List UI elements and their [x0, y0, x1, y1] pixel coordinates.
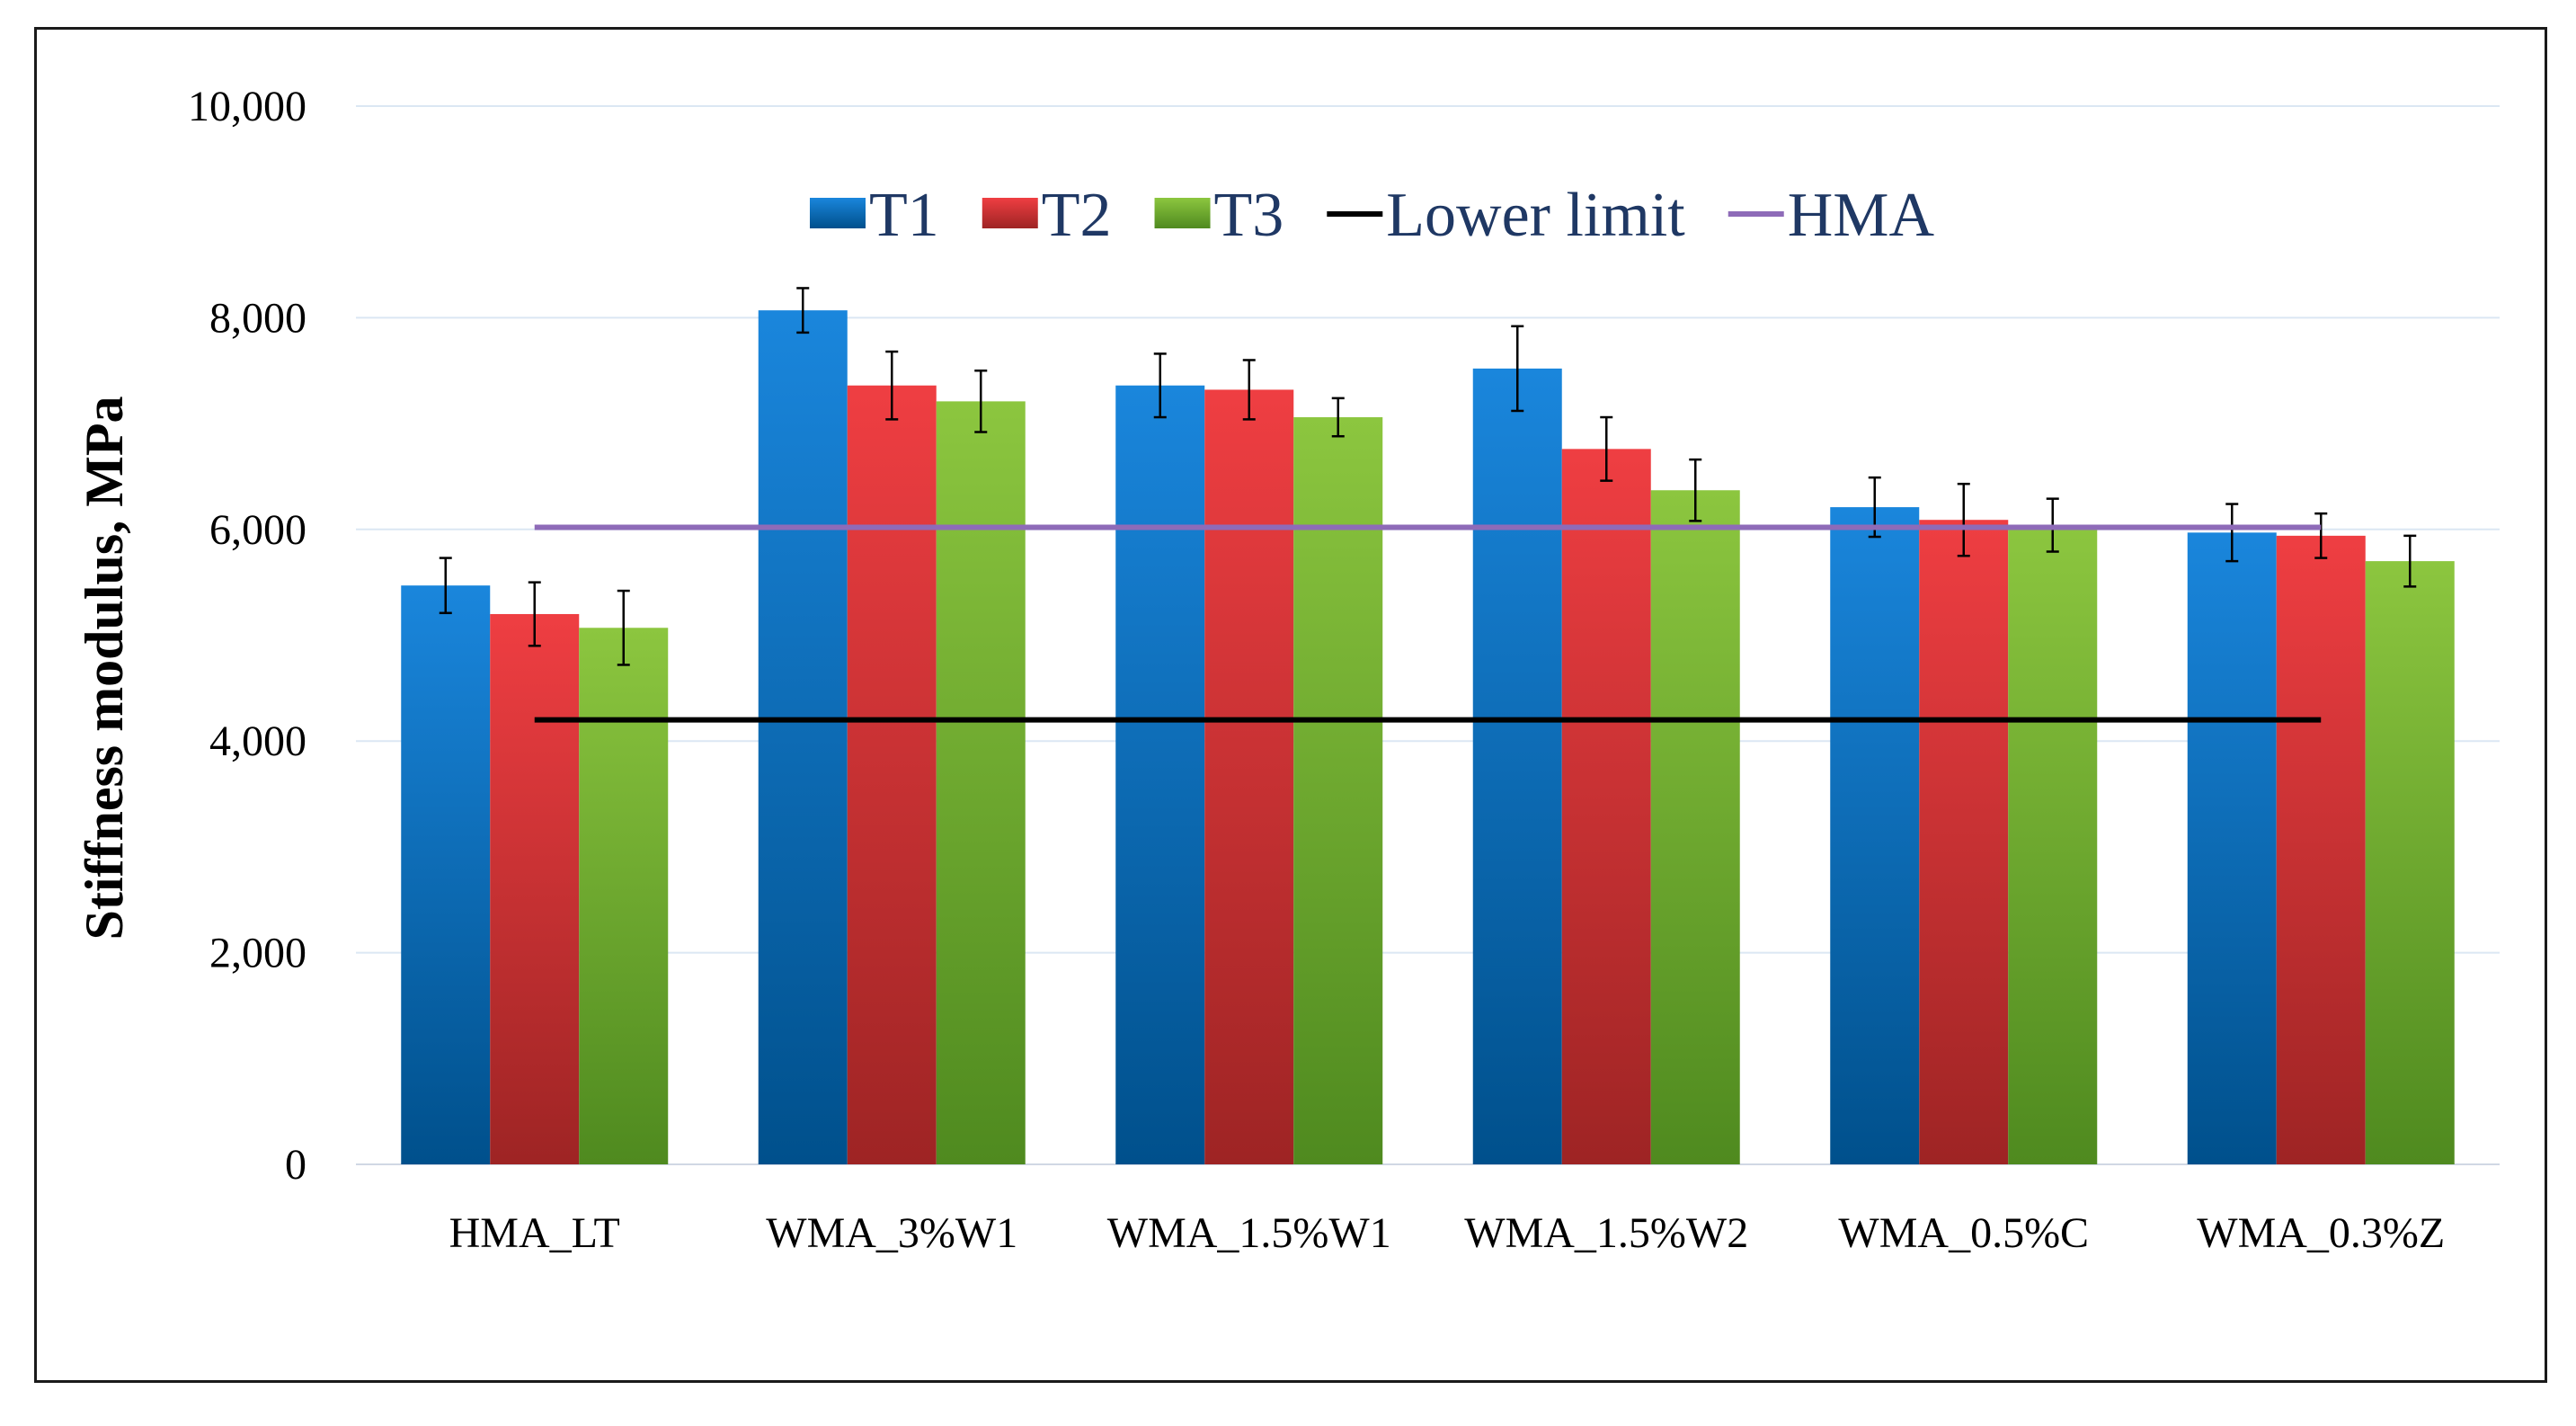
- bar-t1-5: [2187, 532, 2277, 1164]
- bar-t2-4: [1919, 520, 2009, 1164]
- x-category-label: WMA_0.5%C: [1838, 1209, 2089, 1257]
- bar-t1-3: [1472, 368, 1562, 1164]
- legend-swatch: [1154, 198, 1211, 228]
- x-category-label: HMA_LT: [449, 1209, 620, 1257]
- stiffness-bar-chart: 0 2,000 4,000 6,000 8,000 10,000 HMA_LT WMA_3%…: [75, 83, 2500, 1257]
- bar-t1-4: [1830, 507, 1920, 1164]
- y-tick-label: 6,000: [209, 506, 306, 554]
- legend-item-lower-limit: Lower limit: [1327, 181, 1685, 250]
- y-tick-label: 4,000: [209, 717, 306, 765]
- bar-t3-5: [2365, 561, 2455, 1164]
- x-category-label: WMA_3%W1: [766, 1209, 1017, 1257]
- bar-t3-2: [1293, 417, 1383, 1165]
- bar-t2-1: [847, 385, 937, 1164]
- legend-swatch: [982, 198, 1038, 228]
- bar-t3-1: [936, 401, 1026, 1164]
- legend-item-hma: HMA: [1728, 181, 1935, 250]
- legend: T1 T2 T3 Lower limit HMA: [810, 181, 1935, 250]
- reference-lines: [534, 524, 2322, 723]
- legend-label: T2: [1042, 181, 1112, 250]
- bar-t1-1: [758, 310, 848, 1164]
- bar-t1-0: [401, 585, 491, 1164]
- x-category-label: WMA_1.5%W1: [1107, 1209, 1391, 1257]
- gridlines: [356, 105, 2500, 1165]
- bar-t3-4: [2008, 525, 2098, 1164]
- bar-t2-5: [2276, 535, 2366, 1164]
- chart-frame: 0 2,000 4,000 6,000 8,000 10,000 HMA_LT WMA_3%…: [34, 27, 2547, 1383]
- legend-item-t3: T3: [1154, 181, 1284, 250]
- legend-label: T3: [1214, 181, 1284, 250]
- y-tick-label: 0: [285, 1141, 306, 1189]
- legend-item-t2: T2: [982, 181, 1112, 250]
- x-category-label: WMA_1.5%W2: [1464, 1209, 1748, 1257]
- legend-label: T1: [869, 181, 939, 250]
- legend-label: HMA: [1788, 181, 1935, 250]
- legend-swatch: [810, 198, 866, 228]
- bar-t3-0: [579, 628, 669, 1164]
- x-axis-category-labels: HMA_LT WMA_3%W1 WMA_1.5%W1 WMA_1.5%W2 WMA_0.…: [449, 1209, 2446, 1257]
- error-bars: [439, 287, 2417, 666]
- y-tick-label: 2,000: [209, 930, 306, 977]
- bar-t2-0: [490, 613, 580, 1164]
- bar-t1-2: [1115, 385, 1205, 1164]
- y-tick-label: 10,000: [188, 83, 306, 130]
- y-axis-title: Stiffness modulus, MPa: [75, 396, 134, 940]
- bars: [401, 310, 2455, 1165]
- bar-t2-2: [1204, 389, 1294, 1164]
- legend-label: Lower limit: [1386, 181, 1685, 250]
- x-category-label: WMA_0.3%Z: [2197, 1209, 2445, 1257]
- legend-item-t1: T1: [810, 181, 939, 250]
- bar-t3-3: [1650, 490, 1740, 1164]
- y-axis-tick-labels: 0 2,000 4,000 6,000 8,000 10,000: [188, 83, 306, 1189]
- bar-t2-3: [1561, 449, 1651, 1164]
- y-tick-label: 8,000: [209, 294, 306, 342]
